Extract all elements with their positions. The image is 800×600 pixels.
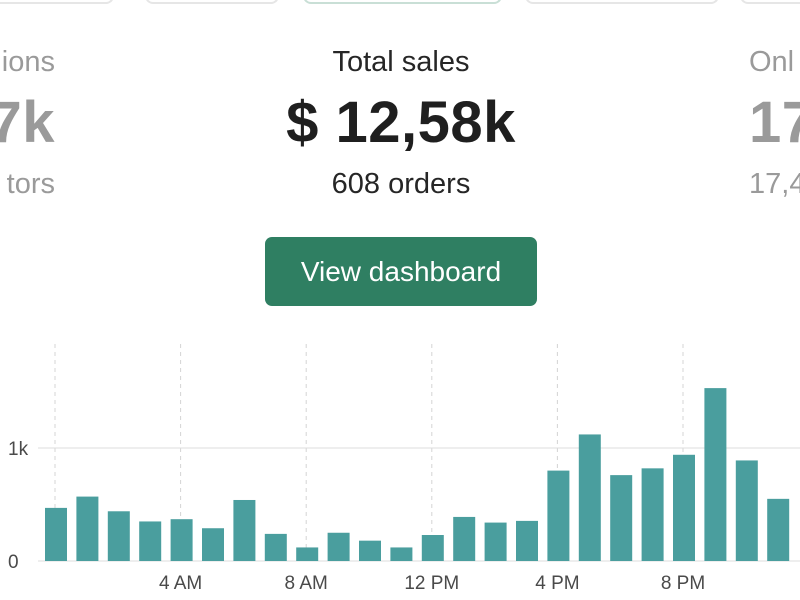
x-axis-tick-label: 4 AM xyxy=(159,573,202,594)
stat-value: 17 xyxy=(749,90,800,155)
tab-previous-2[interactable] xyxy=(0,0,114,4)
x-axis-tick-label: 4 PM xyxy=(535,573,579,594)
stat-subtitle: tors xyxy=(6,168,55,200)
bar xyxy=(421,535,444,561)
bar xyxy=(76,496,99,561)
bar xyxy=(767,498,790,561)
stat-subtitle: 608 orders xyxy=(331,168,471,200)
bar xyxy=(264,533,287,561)
x-axis-tick-label: 12 PM xyxy=(404,573,459,594)
bar xyxy=(547,470,570,561)
bar xyxy=(202,528,224,561)
bar xyxy=(453,516,476,561)
stat-value: 7k xyxy=(0,90,55,155)
x-axis-tick-label: 8 PM xyxy=(661,573,705,594)
stat-value: $ 12,58k xyxy=(286,90,516,155)
bar xyxy=(610,475,633,561)
view-dashboard-button[interactable]: View dashboard xyxy=(265,237,537,306)
stat-card-total-sales[interactable]: Total sales $ 12,58k 608 orders xyxy=(200,40,602,206)
bar xyxy=(107,511,130,561)
stat-subtitle: 17,4 xyxy=(749,168,800,200)
sales-bar-chart: 0 1k 4 AM 8 AM 12 PM 4 PM 8 PM xyxy=(8,344,800,594)
bar xyxy=(578,434,601,561)
stat-title: ions xyxy=(1,46,55,78)
stat-card-online-store[interactable]: Onl 17 17,4 xyxy=(749,40,800,206)
y-axis-tick-label: 1k xyxy=(8,439,29,460)
stat-title: Total sales xyxy=(332,46,470,78)
bar xyxy=(673,454,695,561)
bar xyxy=(45,507,67,561)
bar xyxy=(359,540,381,561)
stat-title: Onl xyxy=(749,46,795,78)
bar xyxy=(296,547,319,561)
tab-current[interactable] xyxy=(303,0,502,4)
bar xyxy=(170,519,193,561)
tab-next-1[interactable] xyxy=(525,0,719,4)
bar xyxy=(390,547,413,561)
bar xyxy=(139,521,162,561)
stat-card-sessions[interactable]: ions 7k tors xyxy=(0,40,55,206)
tab-previous-1[interactable] xyxy=(145,0,279,4)
bar xyxy=(704,388,727,561)
bar xyxy=(484,522,507,561)
tab-strip xyxy=(0,0,800,8)
y-axis-tick-label: 0 xyxy=(8,552,19,573)
bar xyxy=(516,520,538,561)
tab-next-2[interactable] xyxy=(740,0,800,4)
bar xyxy=(327,532,350,561)
bar xyxy=(233,499,256,561)
bar xyxy=(641,468,664,561)
x-axis-tick-label: 8 AM xyxy=(285,573,328,594)
bar xyxy=(735,460,758,561)
